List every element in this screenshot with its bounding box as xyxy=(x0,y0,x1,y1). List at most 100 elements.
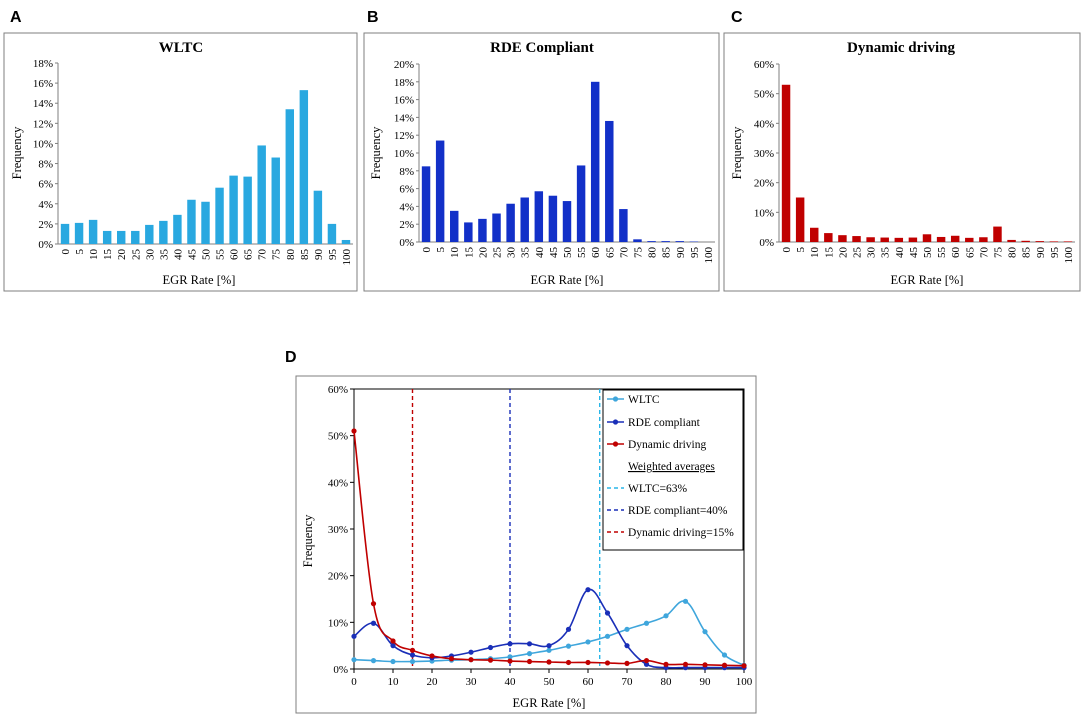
chart-b-xtick-label: 10 xyxy=(449,247,461,259)
chart-a-bar xyxy=(215,187,224,244)
series-wltc-point xyxy=(702,629,708,635)
chart-c-bar xyxy=(979,237,988,242)
chart-d-xtick-label: 50 xyxy=(544,676,556,688)
series-rde-point xyxy=(546,643,552,649)
series-dyn-point xyxy=(585,659,591,666)
panel-c-frame xyxy=(723,32,1081,292)
chart-a-title: WLTC xyxy=(159,40,203,56)
series-dyn-point xyxy=(604,660,611,666)
chart-c-xtick-label: 60 xyxy=(950,247,962,259)
panel-letter-d: D xyxy=(285,349,297,366)
chart-c-ytick-label: 20% xyxy=(754,178,774,190)
chart-a-xtick-label: 25 xyxy=(130,249,142,261)
chart-c-bar xyxy=(1035,241,1044,242)
chart-c-bar xyxy=(866,237,875,242)
chart-d-xtick-label: 90 xyxy=(700,676,712,688)
chart-b-bar xyxy=(605,120,614,242)
chart-d-ytick-label: 30% xyxy=(328,524,348,536)
legend-rde-label: RDE compliant xyxy=(628,417,701,429)
chart-b-xtick-label: 25 xyxy=(492,247,504,259)
series-wltc-point xyxy=(507,654,513,660)
chart-a-bar xyxy=(60,223,70,244)
chart-c-bar xyxy=(1063,241,1073,242)
chart-b-xtick-label: 15 xyxy=(463,247,475,259)
chart-c-xtick-label: 35 xyxy=(880,247,892,259)
series-wltc-point xyxy=(351,657,357,663)
chart-b-ytick-label: 20% xyxy=(394,59,414,71)
chart-c-xtick-label: 10 xyxy=(809,247,821,259)
chart-b-ytick-label: 0% xyxy=(399,237,414,249)
series-wltc-point xyxy=(604,633,611,639)
chart-a-xtick-label: 10 xyxy=(88,249,100,261)
series-rde-point xyxy=(624,643,630,649)
chart-c-bar xyxy=(1007,239,1016,242)
chart-a-bar xyxy=(201,201,210,244)
legend-series-dyn-marker xyxy=(612,441,619,447)
series-wltc-point xyxy=(721,652,728,658)
chart-c-xtick-label: 50 xyxy=(922,247,934,259)
legend-dyn-label: Dynamic driving xyxy=(628,439,706,451)
series-dyn-point xyxy=(702,662,708,668)
chart-a-bar xyxy=(327,223,337,244)
chart-b-bar xyxy=(421,166,431,242)
chart-a-xtick-label: 70 xyxy=(257,249,269,261)
series-rde-point xyxy=(604,610,611,616)
chart-a-ytick-label: 8% xyxy=(38,159,53,171)
chart-a-bar xyxy=(257,145,266,244)
chart-c-xtick-label: 95 xyxy=(1049,247,1061,259)
chart-b-bar xyxy=(675,241,684,242)
chart-b-ytick-label: 2% xyxy=(399,219,414,231)
series-dyn-point xyxy=(468,657,474,663)
chart-a-ytick-label: 16% xyxy=(33,78,53,90)
series-dyn-point xyxy=(565,659,572,666)
series-dyn-point xyxy=(721,662,728,668)
chart-c-bar xyxy=(880,237,889,242)
chart-c-xtick-label: 75 xyxy=(992,247,1004,259)
chart-d-xtick-label: 30 xyxy=(466,676,478,688)
legend-heading: Weighted averages xyxy=(628,461,715,473)
chart-a-bar xyxy=(131,230,140,244)
chart-a-xtick-label: 5 xyxy=(74,249,86,255)
chart-b-bar xyxy=(450,210,459,242)
chart-a-xtick-label: 15 xyxy=(102,249,114,261)
series-rde-point xyxy=(351,633,357,639)
chart-d-xtick-label: 60 xyxy=(583,676,595,688)
chart-b-bar xyxy=(633,239,642,242)
legend-series-rde-marker xyxy=(612,419,619,425)
legend-box xyxy=(602,389,744,551)
chart-b-plot: 0% 2% 4% 6% 8% 10% 12% 14% 16% 18% 20% 0 5 10 15 20 25 30… xyxy=(394,59,715,264)
chart-c-bar xyxy=(965,237,974,242)
chart-a-bar xyxy=(271,157,280,244)
chart-b-xtick-label: 55 xyxy=(576,247,588,259)
series-dyn-point xyxy=(663,661,669,667)
series-wltc-point xyxy=(526,651,533,657)
chart-c-ytick-label: 30% xyxy=(754,148,774,160)
series-wltc-point xyxy=(585,639,591,645)
chart-c-xtick-label: 90 xyxy=(1035,247,1047,259)
chart-b-xtick-label: 30 xyxy=(506,247,518,259)
chart-a-bar xyxy=(341,239,351,244)
chart-a-xtick-label: 50 xyxy=(201,249,213,261)
chart-a-plot: 0%2%4%6%8%10%12%14%16%18%0 5 10 15 20 25 30 35 4… xyxy=(33,58,353,266)
chart-d-ytick-label: 20% xyxy=(328,571,348,583)
chart-b-ytick-label: 12% xyxy=(394,130,414,142)
chart-c-xlabel: EGR Rate [%] xyxy=(891,273,964,287)
series-wltc-point xyxy=(565,643,572,649)
chart-a-xtick-label: 45 xyxy=(186,249,198,261)
chart-c-bar xyxy=(936,236,946,242)
chart-b-bar xyxy=(576,165,586,242)
series-rde-point xyxy=(565,626,572,632)
chart-d-xtick-label: 70 xyxy=(622,676,634,688)
chart-c-ytick-label: 10% xyxy=(754,207,774,219)
chart-a-bar xyxy=(74,222,84,244)
chart-a-xtick-label: 30 xyxy=(144,249,156,261)
chart-b-ytick-label: 16% xyxy=(394,95,414,107)
chart-b-xtick-label: 90 xyxy=(675,247,687,259)
chart-a-bar xyxy=(285,109,294,244)
chart-d-xtick-label: 100 xyxy=(736,676,753,688)
chart-d-legend: WLTC RDE compliant Dynamic driving Weigh… xyxy=(602,389,744,551)
series-dyn-point xyxy=(390,638,396,644)
panel-b-frame xyxy=(363,32,720,292)
chart-c-bar xyxy=(810,227,819,242)
legend-wltc-avg-label: WLTC=63% xyxy=(628,483,688,495)
